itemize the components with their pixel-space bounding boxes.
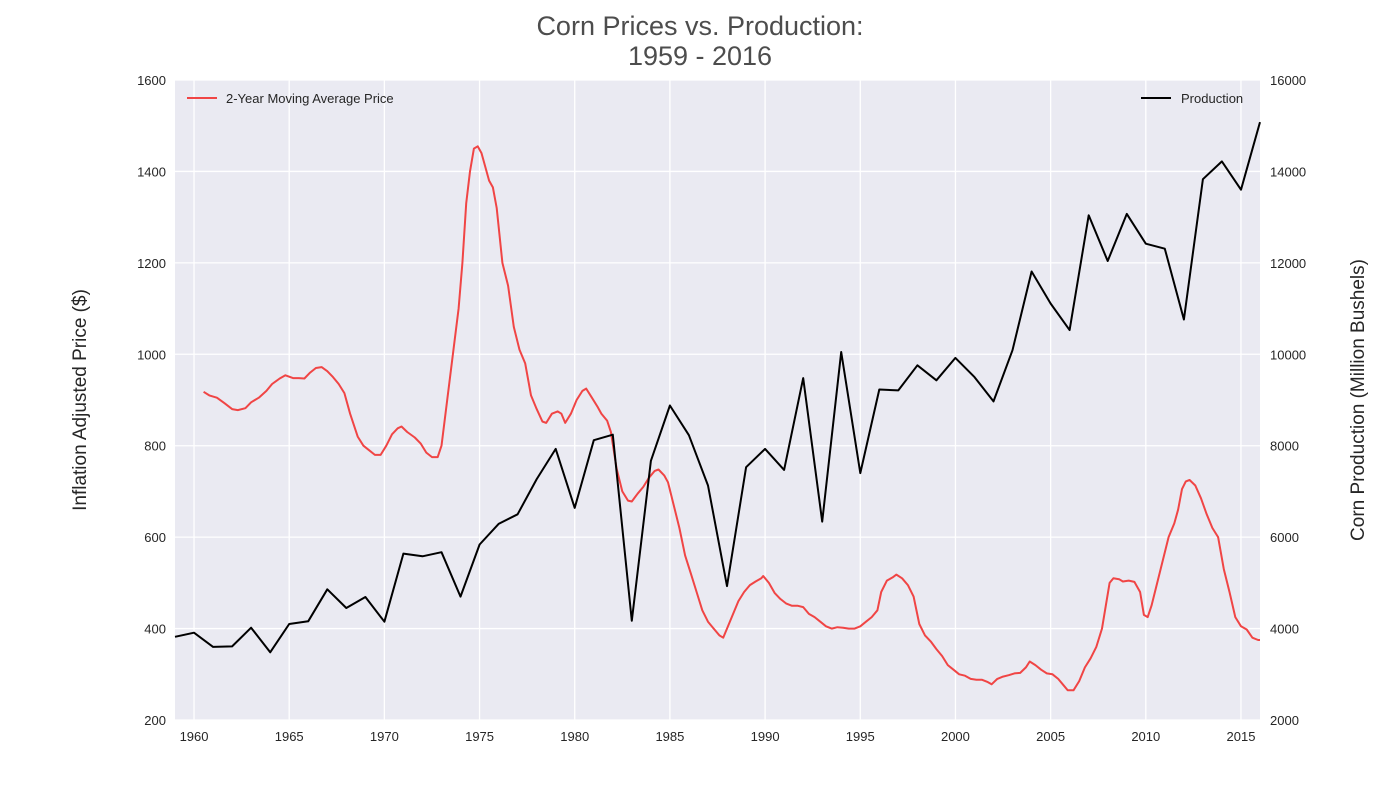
x-tick-label: 2015	[1227, 729, 1256, 744]
y-right-tick-label: 16000	[1270, 73, 1306, 88]
y-left-tick-label: 1600	[137, 73, 166, 88]
legend-right: Production	[1141, 91, 1243, 106]
production-series-line	[174, 121, 1261, 654]
y-left-tick-label: 1200	[137, 256, 166, 271]
y-left-tick-label: 400	[144, 622, 166, 637]
y-left-tick-label: 200	[144, 713, 166, 728]
y-left-tick-label: 800	[144, 439, 166, 454]
y-right-tick-label: 8000	[1270, 439, 1299, 454]
x-tick-label: 1965	[275, 729, 304, 744]
legend-left-label: 2-Year Moving Average Price	[226, 91, 394, 106]
y-left-tick-label: 1000	[137, 347, 166, 362]
y-right-tick-label: 4000	[1270, 622, 1299, 637]
y-right-tick-label: 14000	[1270, 164, 1306, 179]
price-series-line	[203, 145, 1260, 692]
x-tick-label: 2000	[941, 729, 970, 744]
x-tick-label: 2005	[1036, 729, 1065, 744]
x-tick-label: 1995	[846, 729, 875, 744]
x-tick-label: 1970	[370, 729, 399, 744]
plot-background	[175, 80, 1260, 720]
x-tick-label: 1980	[560, 729, 589, 744]
tick-labels: 1960 1965 1970 1975 1980 1985 1990 1995 2000 2005…	[137, 73, 1306, 744]
y-left-tick-label: 600	[144, 530, 166, 545]
legend-left: 2-Year Moving Average Price	[187, 91, 394, 106]
series-lines	[174, 121, 1261, 692]
y-right-tick-label: 2000	[1270, 713, 1299, 728]
chart-title-line-1: Corn Prices vs. Production:	[536, 11, 863, 41]
legend-right-label: Production	[1181, 91, 1243, 106]
y-right-tick-label: 12000	[1270, 256, 1306, 271]
y-axis-right-label: Corn Production (Million Bushels)	[1348, 259, 1369, 541]
x-tick-label: 1990	[751, 729, 780, 744]
x-tick-label: 1960	[180, 729, 209, 744]
y-right-tick-label: 6000	[1270, 530, 1299, 545]
y-right-tick-label: 10000	[1270, 347, 1306, 362]
x-tick-label: 2010	[1131, 729, 1160, 744]
x-tick-label: 1975	[465, 729, 494, 744]
y-axis-left-label: Inflation Adjusted Price ($)	[70, 289, 91, 511]
x-tick-label: 1985	[655, 729, 684, 744]
y-left-tick-label: 1400	[137, 164, 166, 179]
chart-title-line-2: 1959 - 2016	[628, 41, 772, 71]
